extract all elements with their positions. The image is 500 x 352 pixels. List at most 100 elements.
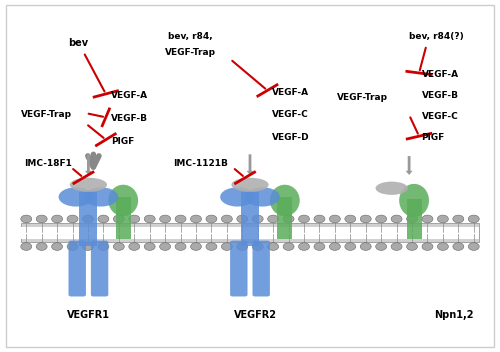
Ellipse shape: [438, 215, 448, 223]
Ellipse shape: [298, 243, 310, 250]
Ellipse shape: [70, 178, 107, 192]
Ellipse shape: [160, 215, 170, 223]
Ellipse shape: [376, 182, 408, 195]
Bar: [116, 197, 130, 239]
Ellipse shape: [67, 215, 78, 223]
Ellipse shape: [160, 243, 170, 250]
Ellipse shape: [391, 215, 402, 223]
Text: VEGF-C: VEGF-C: [272, 111, 309, 119]
Ellipse shape: [314, 243, 325, 250]
Text: bev: bev: [68, 38, 88, 48]
Ellipse shape: [98, 215, 109, 223]
Text: PlGF: PlGF: [111, 137, 134, 146]
Ellipse shape: [52, 215, 62, 223]
Ellipse shape: [98, 243, 109, 250]
FancyBboxPatch shape: [91, 241, 108, 296]
Ellipse shape: [468, 243, 479, 250]
Ellipse shape: [175, 215, 186, 223]
Text: VEGF-A: VEGF-A: [422, 70, 459, 79]
Text: VEGF-Trap: VEGF-Trap: [337, 93, 388, 102]
Ellipse shape: [376, 215, 386, 223]
FancyBboxPatch shape: [230, 241, 248, 296]
Ellipse shape: [252, 215, 263, 223]
Text: VEGF-A: VEGF-A: [111, 91, 148, 100]
Text: VEGF-C: VEGF-C: [422, 112, 459, 121]
Ellipse shape: [438, 243, 448, 250]
Bar: [241, 192, 259, 246]
Ellipse shape: [206, 215, 217, 223]
Ellipse shape: [108, 185, 138, 216]
Text: VEGFR1: VEGFR1: [67, 310, 110, 320]
Ellipse shape: [36, 215, 47, 223]
Text: PlGF: PlGF: [422, 133, 445, 142]
Ellipse shape: [283, 215, 294, 223]
Ellipse shape: [190, 215, 202, 223]
Ellipse shape: [129, 243, 140, 250]
Ellipse shape: [345, 215, 356, 223]
Bar: [22, 223, 478, 243]
Ellipse shape: [330, 243, 340, 250]
Ellipse shape: [114, 215, 124, 223]
Ellipse shape: [268, 215, 278, 223]
Ellipse shape: [129, 215, 140, 223]
Text: Npn1,2: Npn1,2: [434, 310, 474, 320]
Ellipse shape: [237, 215, 248, 223]
Ellipse shape: [220, 187, 255, 207]
Ellipse shape: [453, 215, 464, 223]
Ellipse shape: [237, 243, 248, 250]
Text: VEGF-Trap: VEGF-Trap: [22, 111, 72, 119]
Ellipse shape: [422, 243, 433, 250]
Ellipse shape: [84, 187, 118, 207]
Text: VEGF-Trap: VEGF-Trap: [165, 48, 216, 57]
Ellipse shape: [21, 243, 32, 250]
Text: bev, r84,: bev, r84,: [168, 32, 212, 41]
Text: bev, r84(?): bev, r84(?): [409, 32, 464, 41]
Text: VEGF-A: VEGF-A: [272, 88, 310, 97]
Ellipse shape: [114, 243, 124, 250]
Ellipse shape: [82, 243, 94, 250]
Ellipse shape: [252, 243, 263, 250]
Ellipse shape: [345, 243, 356, 250]
Ellipse shape: [453, 243, 464, 250]
Text: IMC-18F1: IMC-18F1: [24, 159, 72, 168]
Ellipse shape: [21, 215, 32, 223]
Ellipse shape: [314, 215, 325, 223]
Text: VEGFR2: VEGFR2: [234, 310, 276, 320]
Ellipse shape: [360, 215, 371, 223]
Ellipse shape: [52, 243, 62, 250]
FancyBboxPatch shape: [68, 241, 86, 296]
Bar: [278, 197, 292, 239]
Ellipse shape: [422, 215, 433, 223]
Ellipse shape: [360, 243, 371, 250]
Ellipse shape: [376, 243, 386, 250]
Bar: [22, 227, 478, 239]
Ellipse shape: [399, 184, 429, 217]
Ellipse shape: [175, 243, 186, 250]
Ellipse shape: [58, 187, 94, 207]
Ellipse shape: [222, 215, 232, 223]
Ellipse shape: [67, 243, 78, 250]
Ellipse shape: [206, 243, 217, 250]
Ellipse shape: [232, 178, 268, 192]
Ellipse shape: [270, 185, 300, 216]
Ellipse shape: [406, 215, 418, 223]
Bar: [80, 192, 98, 246]
Ellipse shape: [245, 187, 280, 207]
Ellipse shape: [283, 243, 294, 250]
Ellipse shape: [190, 243, 202, 250]
Ellipse shape: [36, 243, 47, 250]
Ellipse shape: [468, 215, 479, 223]
Bar: [406, 199, 422, 239]
Ellipse shape: [144, 243, 155, 250]
Text: IMC-1121B: IMC-1121B: [173, 159, 228, 168]
Ellipse shape: [222, 243, 232, 250]
Ellipse shape: [330, 215, 340, 223]
Text: VEGF-B: VEGF-B: [422, 91, 459, 100]
Ellipse shape: [391, 243, 402, 250]
Ellipse shape: [82, 215, 94, 223]
Ellipse shape: [144, 215, 155, 223]
Text: VEGF-B: VEGF-B: [111, 114, 148, 123]
Ellipse shape: [406, 243, 418, 250]
Text: VEGF-D: VEGF-D: [272, 133, 310, 142]
FancyBboxPatch shape: [252, 241, 270, 296]
